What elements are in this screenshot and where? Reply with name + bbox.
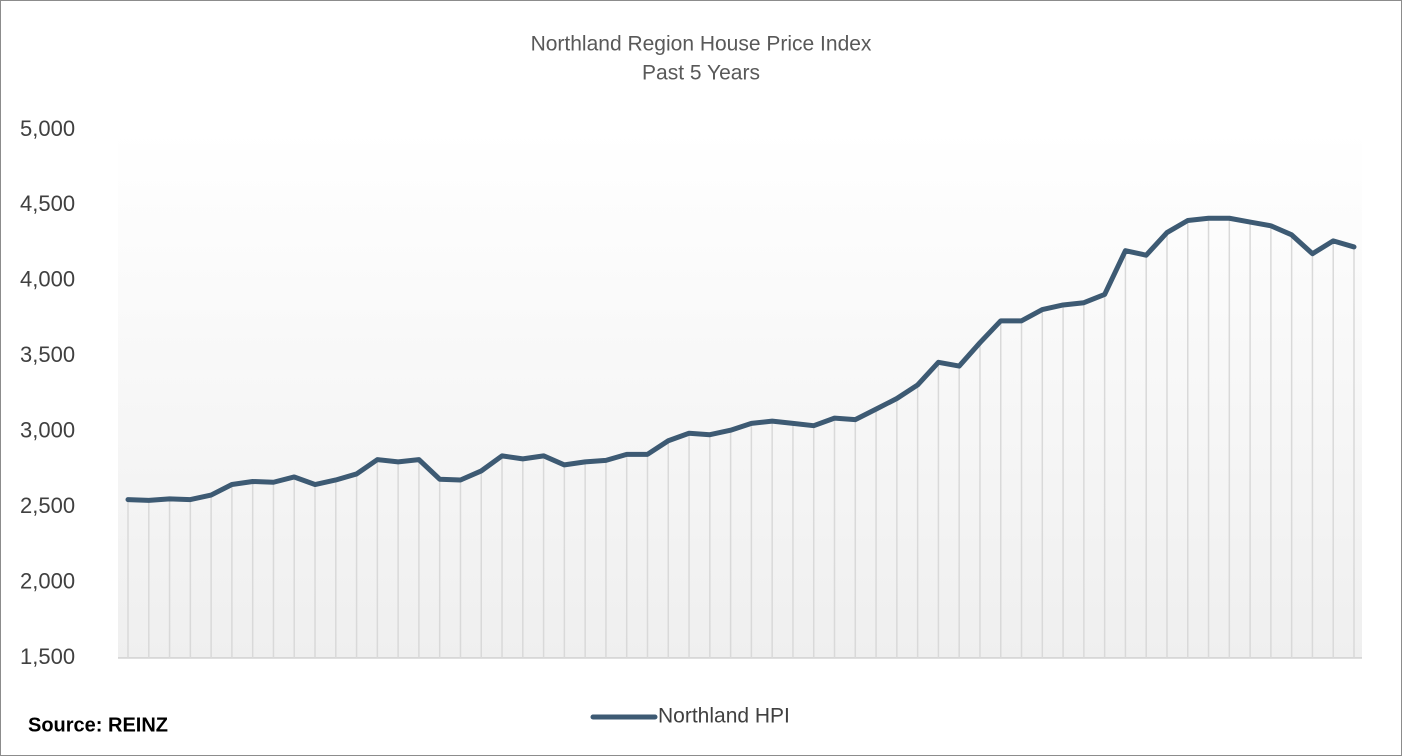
- y-tick-label: 4,000: [20, 267, 75, 292]
- y-tick-label: 3,000: [20, 418, 75, 443]
- chart-title: Northland Region House Price Index: [531, 33, 872, 56]
- series-line: [125, 215, 1357, 503]
- source: Source: REINZ: [28, 714, 168, 736]
- y-tick-label: 4,500: [20, 191, 75, 216]
- y-tick-label: 3,500: [20, 342, 75, 367]
- y-tick-label: 5,000: [20, 116, 75, 141]
- plot-area: [118, 130, 1362, 658]
- y-tick-label: 1,500: [20, 644, 75, 669]
- y-tick-label: 2,000: [20, 568, 75, 593]
- y-tick-label: 2,500: [20, 493, 75, 518]
- chart-subtitle: Past 5 Years: [642, 62, 760, 85]
- legend-label: Northland HPI: [658, 705, 790, 728]
